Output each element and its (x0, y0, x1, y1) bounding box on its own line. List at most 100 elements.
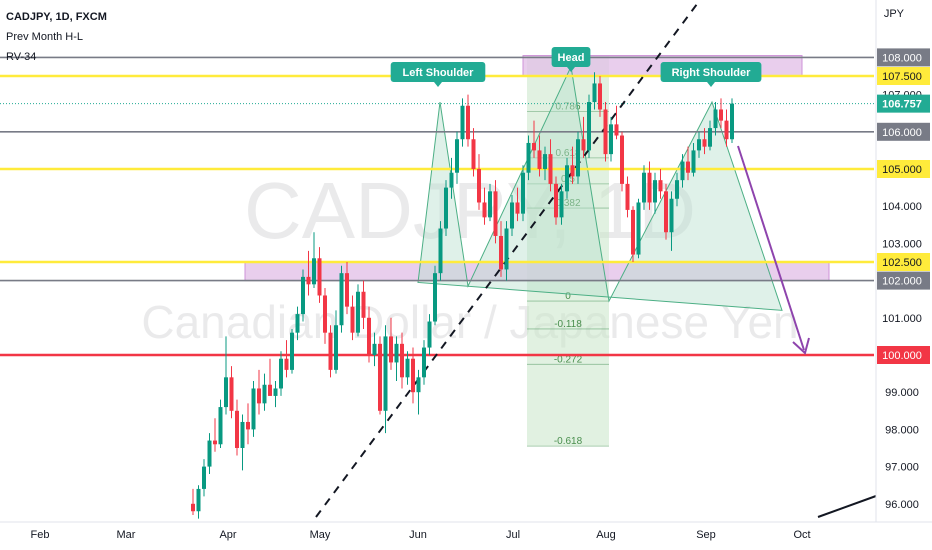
y-tick-label: 99.000 (885, 387, 919, 399)
candle-body (213, 440, 217, 445)
candle (554, 176, 558, 225)
candle (383, 325, 388, 434)
candle (669, 191, 674, 251)
price-label-107.500: 107.500 (877, 67, 930, 85)
candle-body (207, 440, 212, 467)
watermark-ticker: CADJPY, 1D (244, 166, 696, 255)
candle (488, 183, 492, 222)
candle-body (609, 124, 613, 155)
candle-body (438, 228, 443, 274)
forecast-arrow-line (737, 145, 805, 351)
candle-body (378, 343, 382, 411)
candle (664, 183, 668, 240)
candle-body (521, 172, 525, 214)
left-shoulder-label: Left Shoulder (390, 62, 486, 87)
candle-body (460, 105, 465, 140)
indicator-prev-month[interactable]: Prev Month H-L (6, 31, 84, 43)
candle (361, 280, 366, 329)
candle (565, 157, 569, 199)
candle (207, 433, 212, 475)
candle-body (642, 172, 646, 203)
candle (642, 165, 646, 210)
candle-body (361, 291, 366, 318)
price-label-text: 106.757 (882, 99, 922, 111)
candle (405, 351, 410, 385)
candle (631, 206, 635, 262)
candle-body (708, 128, 712, 147)
trendline-segment (817, 495, 877, 518)
candle (411, 347, 415, 404)
candle (510, 195, 514, 236)
candle-body (565, 165, 569, 192)
candle (482, 187, 487, 225)
candle-body (284, 358, 289, 370)
candle-body (411, 358, 415, 393)
candle-body (306, 276, 311, 285)
candle-body (345, 273, 349, 307)
candle (235, 399, 239, 456)
candle (334, 310, 338, 374)
candle (543, 146, 547, 181)
candle-body (422, 347, 426, 378)
price-label-text: 107.500 (882, 71, 922, 83)
candle-body (224, 377, 228, 408)
fib-level-label: -0.272 (554, 354, 583, 365)
indicator-rv[interactable]: RV-34 (6, 51, 37, 63)
price-label-box (877, 122, 930, 141)
price-label-102.500: 102.500 (877, 253, 930, 271)
candle-body (350, 306, 355, 333)
candle (229, 366, 234, 419)
candle-body (218, 407, 223, 445)
candle (301, 269, 305, 322)
price-label-100.000: 100.000 (877, 346, 930, 364)
pattern-label-text: Head (558, 52, 585, 64)
candle-body (532, 142, 536, 151)
pattern-label-pointer (707, 82, 715, 87)
candle (422, 340, 426, 385)
candle (246, 403, 250, 445)
candle-body (427, 321, 432, 348)
candle (433, 265, 437, 326)
candle-body (191, 503, 195, 512)
candle (504, 221, 509, 281)
candle (680, 154, 685, 188)
candle-body (251, 388, 256, 430)
candle-body (471, 139, 476, 169)
price-label-text: 102.500 (882, 257, 922, 269)
candle (196, 485, 201, 519)
fib-level-label: 0.786 (555, 101, 580, 112)
price-label-106.757: 106.757 (877, 94, 930, 113)
watermark-name: Canadian Dollar / Japanese Yen (141, 296, 798, 348)
x-tick-apr: Apr (219, 529, 236, 541)
fib-level-label: 0.382 (555, 198, 580, 209)
candle-body (669, 198, 674, 233)
candle-body (620, 135, 624, 184)
candle (620, 131, 624, 192)
candle-body (273, 388, 278, 396)
candle-body (499, 235, 503, 270)
candle (438, 221, 443, 281)
candle (356, 284, 360, 337)
pattern-label-pointer (567, 67, 575, 72)
candle-body (372, 343, 377, 355)
candle (559, 183, 564, 225)
candle (471, 128, 476, 177)
candle (730, 98, 734, 143)
price-label-text: 108.000 (882, 52, 922, 64)
symbol-title[interactable]: CADJPY, 1D, FXCM (6, 11, 107, 23)
candle-body (614, 124, 619, 136)
candle (675, 172, 679, 207)
candle (339, 265, 344, 333)
candle-body (367, 317, 371, 355)
candle-body (317, 258, 322, 296)
candle-body (730, 103, 734, 140)
fib-level-label: -0.118 (554, 319, 582, 330)
candle-body (664, 191, 668, 233)
candle (394, 336, 399, 382)
candle (587, 94, 591, 158)
candle-body (323, 295, 327, 333)
fib-level-label: -0.618 (554, 436, 583, 447)
candle (389, 317, 393, 370)
x-tick-jun: Jun (409, 529, 427, 541)
